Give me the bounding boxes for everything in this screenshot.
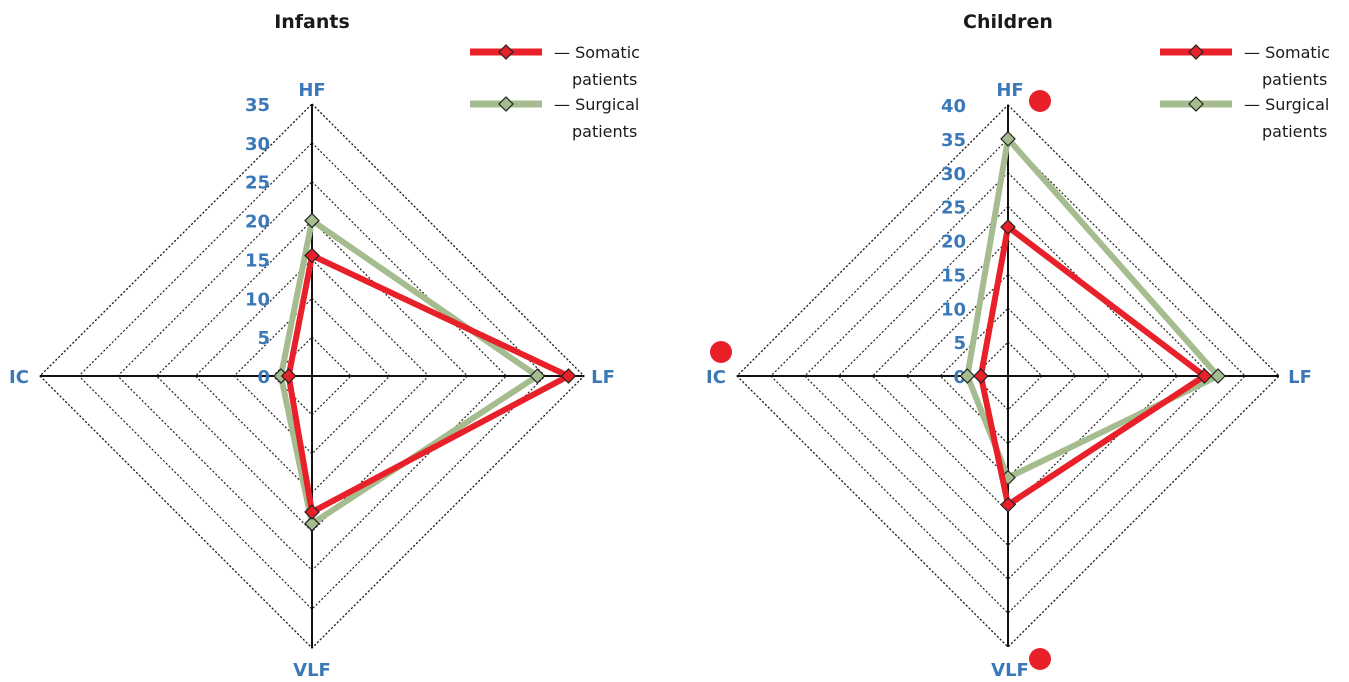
data-point-ic: [959, 368, 976, 384]
grid: [736, 104, 1280, 648]
series-surgical-patients: [959, 131, 1226, 486]
tick-label: 20: [245, 212, 270, 233]
data-point-vlf: [1000, 496, 1016, 513]
data-point-ic: [280, 368, 297, 384]
legend-swatch-marker: [498, 96, 514, 112]
tick-label: 0: [257, 367, 270, 388]
axis-label-hf: HF: [996, 80, 1023, 101]
marker-dot-vlf: [1029, 648, 1051, 670]
tick-label: 15: [941, 265, 966, 286]
chart-title: Children: [963, 11, 1053, 33]
tick-label: 5: [953, 333, 966, 354]
tick-label: 10: [941, 299, 966, 320]
tick-label: 35: [245, 95, 270, 116]
data-point-hf: [1000, 131, 1016, 147]
tick-label: 30: [245, 134, 270, 155]
tick-label: 25: [941, 198, 966, 219]
legend-label: — Somatic: [554, 43, 640, 62]
legend-item: — Somatic patients: [470, 43, 640, 89]
axis-label-ic: IC: [9, 367, 29, 388]
data-point-hf: [1000, 219, 1016, 235]
legend-label: patients: [1262, 122, 1327, 141]
legend: — Somatic patients — Surgical patients: [470, 43, 640, 141]
tick-label: 15: [245, 250, 270, 271]
tick-label: 0: [953, 367, 966, 388]
legend-label: patients: [572, 122, 637, 141]
axis-label-lf: LF: [591, 367, 615, 388]
data-point-vlf: [304, 504, 320, 520]
legend: — Somatic patients — Surgical patients: [1160, 43, 1330, 141]
axis-label-hf: HF: [298, 80, 325, 101]
series-line: [964, 132, 1223, 482]
grid-ring-outer: [736, 104, 1280, 648]
legend-item: — Somatic patients: [1160, 43, 1330, 89]
legend-label: patients: [1262, 70, 1327, 89]
data-point-lf: [1210, 368, 1226, 384]
series-somatic-patients: [280, 247, 577, 520]
series-surgical-patients: [273, 212, 546, 532]
axis-label-ic: IC: [706, 367, 726, 388]
chart-title: Infants: [274, 11, 350, 33]
axes: [737, 105, 1279, 647]
legend-swatch-marker: [498, 44, 514, 60]
grid-ring: [155, 219, 469, 533]
tick-label: 35: [941, 130, 966, 151]
legend-item: — Surgical patients: [470, 95, 639, 141]
data-point-lf: [560, 368, 577, 384]
legend-swatch-marker: [1188, 96, 1204, 112]
grid-ring: [770, 138, 1246, 614]
legend-item: — Surgical patients: [1160, 95, 1329, 141]
legend-label: — Surgical: [1244, 95, 1329, 114]
tick-label: 10: [245, 289, 270, 310]
tick-label: 40: [941, 96, 966, 117]
legend-label: — Surgical: [554, 95, 639, 114]
tick-label: 25: [245, 173, 270, 194]
data-point-hf: [304, 212, 320, 229]
marker-dot-ic: [710, 341, 732, 363]
radar-chart-infants: Infants HF LF VLF IC 0 5 10 15 20 25 30 35 — Somatic p…: [9, 11, 640, 681]
tick-label: 5: [257, 328, 270, 349]
tick-label: 30: [941, 164, 966, 185]
series-somatic-patients: [973, 219, 1213, 513]
axis-label-lf: LF: [1288, 367, 1312, 388]
marker-dot-hf: [1029, 90, 1051, 112]
axes: [40, 104, 584, 648]
data-point-vlf: [304, 515, 320, 532]
legend-label: patients: [572, 70, 637, 89]
legend-swatch-marker: [1188, 44, 1204, 60]
legend-label: — Somatic: [1244, 43, 1330, 62]
grid-ring: [233, 297, 391, 455]
axis-label-vlf: VLF: [293, 660, 331, 681]
series-line: [977, 221, 1210, 510]
data-point-lf: [1196, 368, 1213, 384]
data-point-ic: [973, 368, 989, 384]
data-point-hf: [304, 247, 320, 264]
tick-label: 20: [941, 232, 966, 253]
data-point-lf: [529, 368, 546, 384]
axis-label-vlf: VLF: [991, 660, 1029, 681]
radar-chart-children: Children HF LF VLF IC 0 5 10 15 20 25 30 35 40 — Somat…: [706, 11, 1330, 681]
